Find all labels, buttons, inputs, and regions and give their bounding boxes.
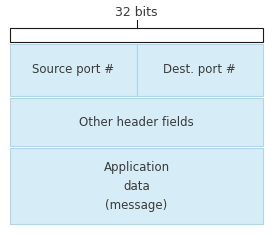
- Bar: [10, 98, 263, 146]
- Text: Application
data
(message): Application data (message): [103, 160, 170, 211]
- Text: Source port #: Source port #: [32, 64, 114, 77]
- Bar: [10, 148, 263, 224]
- Bar: [10, 28, 263, 42]
- Bar: [10, 44, 136, 96]
- Bar: [136, 44, 263, 96]
- Text: 32 bits: 32 bits: [115, 6, 158, 19]
- Text: Other header fields: Other header fields: [79, 115, 194, 128]
- Text: Dest. port #: Dest. port #: [163, 64, 236, 77]
